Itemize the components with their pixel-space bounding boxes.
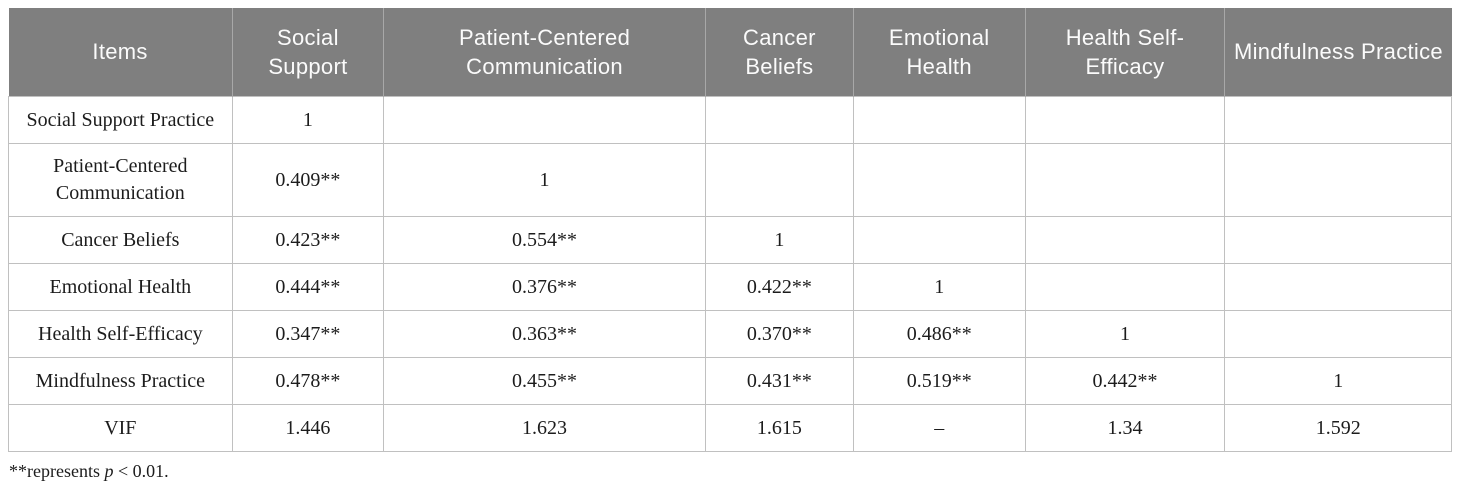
row-label: Emotional Health	[8, 263, 233, 311]
header-cell-emotional-health: Emotional Health	[852, 8, 1026, 97]
table-cell: 0.519**	[852, 357, 1026, 405]
table-cell	[704, 96, 854, 144]
table-cell: 1.615	[704, 404, 854, 452]
footnote-prefix: **represents	[9, 461, 105, 481]
table-row: Mindfulness Practice 0.478** 0.455** 0.4…	[8, 357, 1452, 405]
footnote-p-symbol: p	[104, 461, 114, 481]
header-cell-patient-centered-comm: Patient-Centered Communication	[383, 8, 706, 97]
table-cell	[1024, 216, 1226, 264]
header-cell-mindfulness-practice: Mindfulness Practice	[1224, 8, 1452, 97]
table-cell: 0.444**	[231, 263, 385, 311]
row-label: Cancer Beliefs	[8, 216, 233, 264]
table-cell: 0.347**	[231, 310, 385, 358]
table-cell: 0.423**	[231, 216, 385, 264]
table-cell	[1024, 143, 1226, 217]
row-label: Social Support Practice	[8, 96, 233, 144]
correlation-table: Items Social Support Patient-Centered Co…	[8, 8, 1452, 452]
table-cell	[1224, 263, 1452, 311]
row-label: Health Self-Efficacy	[8, 310, 233, 358]
table-cell: 1.623	[383, 404, 706, 452]
table-cell	[1024, 96, 1226, 144]
row-label: Patient-Centered Communication	[8, 143, 233, 217]
table-cell	[1224, 216, 1452, 264]
header-cell-health-self-efficacy: Health Self-Efficacy	[1024, 8, 1225, 97]
table-row: Health Self-Efficacy 0.347** 0.363** 0.3…	[8, 310, 1452, 358]
table-footnote: **represents p < 0.01.	[9, 461, 1452, 482]
header-cell-cancer-beliefs: Cancer Beliefs	[704, 8, 854, 97]
table-cell: 1.34	[1024, 404, 1226, 452]
table-cell	[1224, 310, 1452, 358]
table-header: Items Social Support Patient-Centered Co…	[8, 8, 1452, 97]
table-cell	[1224, 96, 1452, 144]
header-row: Items Social Support Patient-Centered Co…	[8, 8, 1452, 97]
table-cell: 1.592	[1224, 404, 1452, 452]
row-label: VIF	[8, 404, 233, 452]
table-cell: 0.442**	[1024, 357, 1226, 405]
footnote-suffix: < 0.01.	[113, 461, 169, 481]
table-cell: 0.455**	[383, 357, 706, 405]
table-cell	[852, 96, 1026, 144]
table-cell	[383, 96, 706, 144]
table-cell: 0.363**	[383, 310, 706, 358]
table-cell: 1	[1224, 357, 1452, 405]
table-cell: 1	[383, 143, 706, 217]
table-cell	[852, 143, 1026, 217]
table-cell: 0.478**	[231, 357, 385, 405]
table-body: Social Support Practice 1 Patient-Center…	[8, 96, 1452, 452]
table-row: VIF 1.446 1.623 1.615 – 1.34 1.592	[8, 404, 1452, 452]
row-label: Mindfulness Practice	[8, 357, 233, 405]
table-cell: 0.376**	[383, 263, 706, 311]
table-cell	[1024, 263, 1226, 311]
table-cell: –	[852, 404, 1026, 452]
table-cell	[1224, 143, 1452, 217]
header-cell-social-support: Social Support	[231, 8, 384, 97]
table-cell: 0.409**	[231, 143, 385, 217]
table-cell: 1	[1024, 310, 1226, 358]
table-cell: 0.554**	[383, 216, 706, 264]
table-row: Patient-Centered Communication 0.409** 1	[8, 143, 1452, 217]
table-cell: 0.370**	[704, 310, 854, 358]
table-row: Emotional Health 0.444** 0.376** 0.422**…	[8, 263, 1452, 311]
table-cell: 0.486**	[852, 310, 1026, 358]
table-cell: 0.431**	[704, 357, 854, 405]
header-cell-items: Items	[8, 8, 233, 97]
table-cell: 1	[704, 216, 854, 264]
table-cell	[852, 216, 1026, 264]
table-cell: 1.446	[231, 404, 385, 452]
table-cell	[704, 143, 854, 217]
table-cell: 1	[852, 263, 1026, 311]
table-cell: 0.422**	[704, 263, 854, 311]
table-row: Cancer Beliefs 0.423** 0.554** 1	[8, 216, 1452, 264]
table-cell: 1	[231, 96, 385, 144]
table-row: Social Support Practice 1	[8, 96, 1452, 144]
